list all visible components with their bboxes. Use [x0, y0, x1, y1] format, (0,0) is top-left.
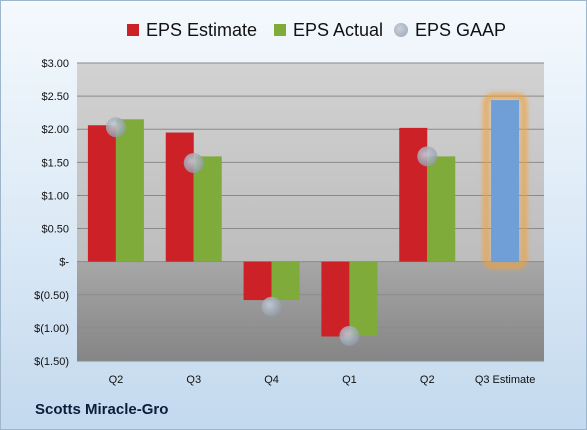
legend: EPS Estimate EPS Actual EPS GAAP: [1, 15, 587, 45]
marker-eps-gaap: [339, 325, 360, 346]
y-tick-label: $-: [59, 257, 69, 269]
legend-item-eps-estimate: EPS Estimate: [127, 15, 257, 45]
bar-eps-actual: [427, 156, 456, 262]
legend-label-estimate: EPS Estimate: [146, 19, 258, 40]
marker-eps-gaap: [261, 296, 282, 317]
bar-eps-actual: [193, 156, 222, 262]
y-tick-label: $(1.50): [34, 356, 69, 368]
bar-eps-estimate: [87, 125, 116, 262]
bar-eps-actual: [271, 261, 300, 301]
x-tick-label: Q4: [264, 374, 279, 386]
legend-swatch-estimate: [127, 24, 139, 36]
x-tick-label: Q2: [420, 374, 435, 386]
bar-eps-estimate: [165, 132, 194, 262]
legend-label-actual: EPS Actual: [293, 19, 384, 40]
bar-eps-estimate: [321, 261, 350, 337]
legend-label-gaap: EPS GAAP: [415, 19, 507, 40]
x-tick-label: Q3: [186, 374, 201, 386]
legend-swatch-actual: [274, 24, 286, 36]
y-tick-label: $(0.50): [34, 290, 69, 302]
y-tick-label: $2.50: [41, 91, 69, 103]
y-tick-label: $0.50: [41, 224, 69, 236]
marker-eps-gaap: [105, 117, 126, 138]
bar-eps-actual: [115, 119, 144, 262]
company-name: Scotts Miracle-Gro: [35, 401, 169, 418]
legend-item-eps-actual: EPS Actual: [274, 15, 383, 45]
y-tick-label: $(1.00): [34, 323, 69, 335]
y-tick-label: $1.50: [41, 157, 69, 169]
projected-bar-glow: [483, 93, 528, 269]
legend-item-eps-gaap: EPS GAAP: [394, 15, 506, 45]
x-tick-label: Q1: [342, 374, 357, 386]
marker-eps-gaap: [183, 152, 204, 173]
y-tick-label: $3.00: [41, 58, 69, 70]
legend-marker-gaap: [394, 23, 408, 37]
x-tick-label: Q2: [109, 374, 124, 386]
marker-eps-gaap: [417, 146, 438, 167]
y-tick-label: $1.00: [41, 190, 69, 202]
bar-eps-projected: [491, 100, 520, 262]
x-tick-label: Q3 Estimate: [475, 374, 536, 386]
bar-eps-actual: [349, 261, 378, 336]
y-tick-label: $2.00: [41, 124, 69, 136]
bar-eps-estimate: [243, 261, 272, 301]
plot-area-negative: [77, 261, 544, 361]
